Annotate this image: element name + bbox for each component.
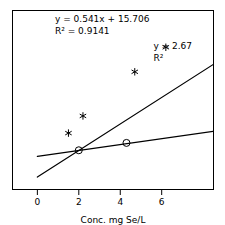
svg-text:R²: R² <box>153 53 163 63</box>
svg-text:6: 6 <box>159 197 165 207</box>
svg-text:2: 2 <box>76 197 82 207</box>
svg-text:Conc. mg Se/L: Conc. mg Se/L <box>81 215 146 225</box>
svg-text:4: 4 <box>117 197 123 207</box>
svg-text:y = 2.67: y = 2.67 <box>153 41 192 51</box>
svg-text:y = 0.541x + 15.706: y = 0.541x + 15.706 <box>55 14 150 24</box>
svg-text:R² = 0.9141: R² = 0.9141 <box>55 26 110 36</box>
svg-text:0: 0 <box>34 197 40 207</box>
